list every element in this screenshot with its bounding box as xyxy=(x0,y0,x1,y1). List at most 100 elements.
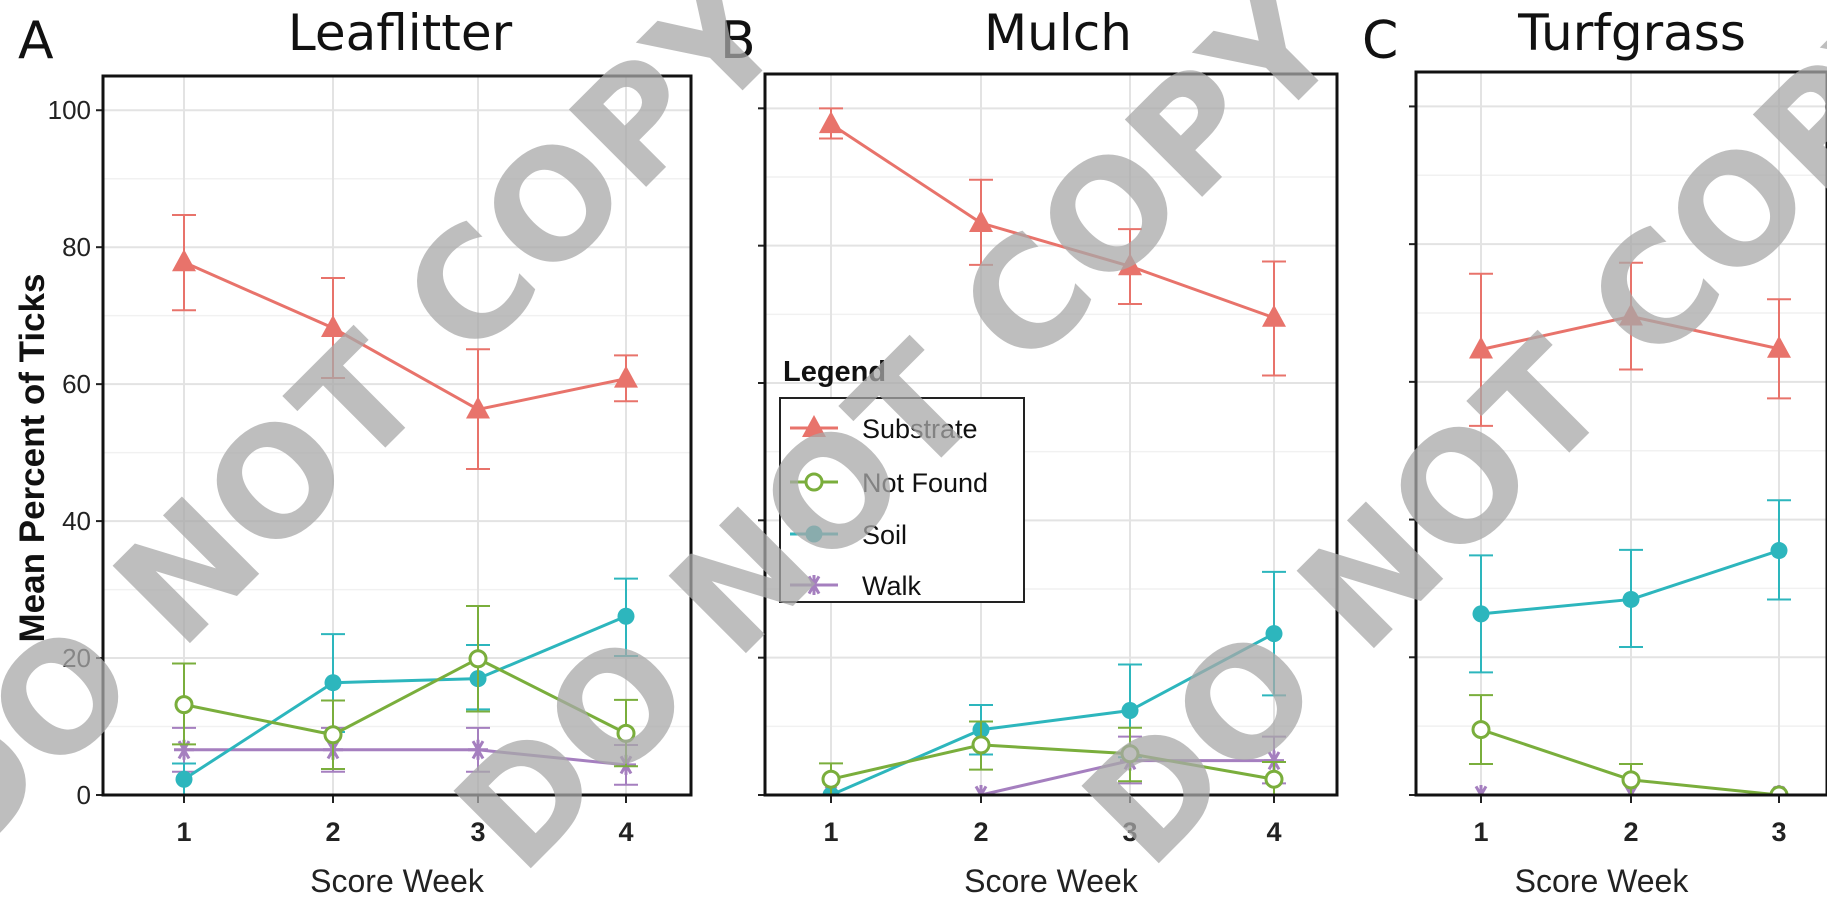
legend-entry-substrate: Substrate xyxy=(790,414,978,444)
data-point xyxy=(324,674,342,692)
x-tick-label: 2 xyxy=(973,817,988,847)
series-line-walk xyxy=(184,748,627,767)
legend-label: Not Found xyxy=(862,468,988,498)
x-tick-label: 1 xyxy=(176,817,191,847)
series-substrate xyxy=(172,214,638,471)
data-point xyxy=(1469,336,1493,359)
data-point xyxy=(617,607,635,625)
legend-entry-not-found: Not Found xyxy=(790,468,988,498)
data-point xyxy=(1767,335,1791,358)
legend-label: Soil xyxy=(862,520,907,550)
data-point xyxy=(1265,625,1283,643)
x-tick-label: 4 xyxy=(618,817,633,847)
data-point xyxy=(1471,785,1491,795)
legend-key-soil xyxy=(805,525,823,543)
y-tick-label: 100 xyxy=(48,95,91,125)
data-point xyxy=(468,649,488,669)
series-substrate xyxy=(819,107,1286,377)
y-axis-title: Mean Percent of Ticks xyxy=(13,274,52,643)
series-walk xyxy=(172,726,638,786)
series-line-soil xyxy=(183,614,627,781)
y-tick-label: 80 xyxy=(62,232,91,262)
data-point xyxy=(969,210,993,233)
panel-b: B Mulch 1 2 3 4 Score Week xyxy=(720,4,1339,899)
data-point xyxy=(821,769,841,789)
legend-key-walk xyxy=(804,575,824,595)
series-layer xyxy=(819,107,1286,795)
data-point xyxy=(1120,744,1140,764)
data-point xyxy=(172,249,196,272)
data-point xyxy=(466,396,490,419)
series-not-found xyxy=(1469,694,1789,795)
data-point xyxy=(323,725,343,745)
series-line-not-found xyxy=(183,657,627,737)
x-tick-label: 4 xyxy=(1266,817,1281,847)
plot-frame xyxy=(763,72,1339,797)
data-point xyxy=(1471,720,1491,740)
legend-entry-soil: Soil xyxy=(790,520,907,550)
y-tick-label: 0 xyxy=(77,780,91,810)
x-tick-label: 2 xyxy=(325,817,340,847)
series-not-found xyxy=(172,605,638,770)
watermark-a: DO NOT COPY xyxy=(0,0,818,893)
x-tick-label: 3 xyxy=(1771,817,1786,847)
panel-letter-c: C xyxy=(1362,11,1398,71)
x-tick-label: 2 xyxy=(1623,817,1638,847)
y-tick-label: 20 xyxy=(62,643,91,673)
x-axis-title: Score Week xyxy=(1515,863,1690,899)
panel-a: A Leaflitter 0 20 40 60 80 100 1 2 3 4 Score Week xyxy=(18,4,693,899)
data-point xyxy=(614,365,638,388)
x-axis-title: Score Week xyxy=(310,863,485,899)
panel-title: Mulch xyxy=(984,4,1132,62)
data-point xyxy=(1118,253,1142,276)
plot-frame xyxy=(1414,70,1827,797)
x-tick-label: 1 xyxy=(823,817,838,847)
data-point xyxy=(616,723,636,743)
y-tick-label: 60 xyxy=(62,369,91,399)
x-tick-label: 3 xyxy=(470,817,485,847)
legend-key-substrate xyxy=(802,415,826,437)
legend-entry-walk: Walk xyxy=(790,571,921,601)
legend: Legend Substrate Not Found Soil Walk xyxy=(779,356,1025,603)
series-layer xyxy=(1469,261,1791,795)
data-point xyxy=(1619,303,1643,326)
legend-key-not-found xyxy=(804,472,824,492)
data-point xyxy=(174,695,194,715)
data-point xyxy=(1622,590,1640,608)
series-not-found xyxy=(819,720,1286,795)
data-point xyxy=(1472,605,1490,623)
x-axis-title: Score Week xyxy=(964,863,1139,899)
data-point xyxy=(819,111,843,134)
legend-label: Walk xyxy=(862,571,921,601)
data-point xyxy=(321,314,345,337)
data-point xyxy=(468,739,488,760)
data-point xyxy=(175,770,193,788)
legend-label: Substrate xyxy=(862,414,978,444)
data-point xyxy=(1264,769,1284,789)
panel-letter-b: B xyxy=(720,11,756,71)
data-point xyxy=(971,785,991,795)
data-point xyxy=(971,735,991,755)
panel-title: Leaflitter xyxy=(288,4,513,62)
data-point xyxy=(1770,542,1788,560)
panel-c: C Turfgrass 1 2 3 Score Week xyxy=(1362,4,1827,899)
series-line-substrate xyxy=(830,122,1275,320)
series-soil xyxy=(1469,499,1791,674)
series-line-walk xyxy=(831,759,1274,795)
series-layer xyxy=(172,214,638,795)
x-tick-label: 3 xyxy=(1122,817,1137,847)
panel-title: Turfgrass xyxy=(1517,4,1746,62)
data-point xyxy=(1121,702,1139,720)
data-point xyxy=(1769,785,1789,795)
plot-frame xyxy=(101,74,693,797)
grid xyxy=(1416,72,1827,795)
series-line-substrate xyxy=(183,260,627,412)
panel-letter-a: A xyxy=(18,11,54,71)
data-point xyxy=(1262,304,1286,327)
y-tick-label: 40 xyxy=(62,506,91,536)
x-tick-label: 1 xyxy=(1473,817,1488,847)
data-point xyxy=(1621,770,1641,790)
series-substrate xyxy=(1469,261,1791,427)
